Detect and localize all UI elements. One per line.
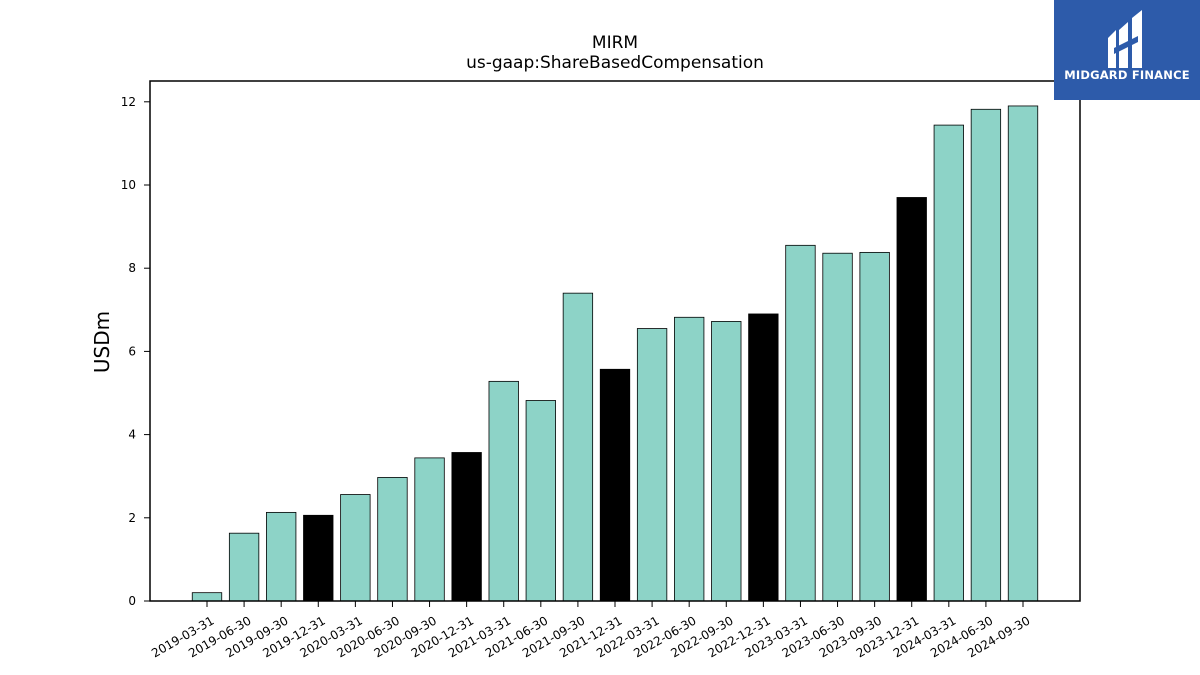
y-tick-label: 4 [128,428,136,442]
bar-2019-09-30 [266,511,297,602]
bar-2023-12-31 [896,197,927,602]
bar-2024-03-31 [933,124,964,602]
bar-2022-03-31 [636,328,668,602]
bars-group [191,105,1039,602]
bar-2020-12-31 [451,452,482,602]
plot-frame [149,80,1081,602]
chart-title: MIRM [592,33,638,53]
bar-2019-06-30 [228,532,260,602]
bar-2019-03-31 [191,592,223,602]
bar-2022-09-30 [711,321,742,602]
bar-2024-09-30 [1007,105,1039,602]
bar-2021-03-31 [488,380,519,602]
y-tick-label: 0 [128,594,136,608]
logo-mark-icon [1108,10,1142,68]
y-axis-label: USDm [90,311,114,373]
bar-2024-06-30 [970,108,1002,602]
y-tick-label: 8 [128,261,136,275]
bar-2022-06-30 [674,316,705,602]
bar-2021-06-30 [525,400,556,602]
bar-2020-03-31 [340,494,371,602]
bar-2019-12-31 [303,514,334,602]
bar-2020-06-30 [377,477,408,602]
y-axis-ticks: 0 2 4 6 8 10 12 [121,95,150,608]
bar-2021-12-31 [599,368,631,602]
bar-2020-09-30 [414,457,445,602]
y-tick-label: 6 [128,344,136,358]
bar-2021-09-30 [562,292,594,602]
chart-subtitle: us-gaap:ShareBasedCompensation [466,53,764,73]
bar-2023-03-31 [785,244,816,602]
x-axis-ticks: 2019-03-312019-06-302019-09-302019-12-31… [149,601,1033,660]
bar-2023-06-30 [822,252,853,602]
y-tick-label: 2 [128,511,136,525]
y-tick-label: 10 [121,178,136,192]
bar-2022-12-31 [748,313,779,602]
logo-text: MIDGARD FINANCE [1064,68,1190,82]
y-tick-label: 12 [121,95,136,109]
bar-2023-09-30 [859,251,890,602]
midgard-finance-logo: MIDGARD FINANCE [1054,0,1200,100]
